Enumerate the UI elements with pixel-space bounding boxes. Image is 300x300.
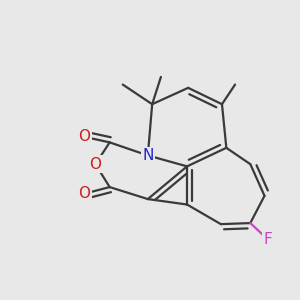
Text: N: N [142,148,154,163]
Text: O: O [79,129,91,144]
Text: O: O [79,186,91,201]
Text: F: F [263,232,272,247]
Text: O: O [89,157,101,172]
